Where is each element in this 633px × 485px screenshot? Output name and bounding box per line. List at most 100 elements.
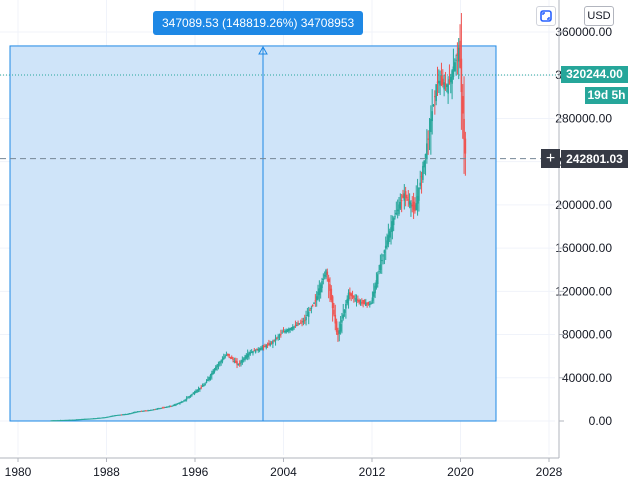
candle-body <box>153 409 156 411</box>
time-tick-label: 2028 <box>536 465 563 479</box>
candle-body <box>136 411 139 413</box>
candle-body <box>205 381 208 383</box>
price-tick-label: 0.00 <box>589 414 613 428</box>
candle-body <box>250 351 253 353</box>
candle-body <box>376 274 379 285</box>
time-tick-label: 1996 <box>182 465 209 479</box>
price-tick-label: 160000.00 <box>555 241 612 255</box>
candle-body <box>82 418 84 420</box>
candle-body <box>444 83 447 85</box>
candle-body <box>240 361 242 364</box>
candle-body <box>311 304 314 306</box>
candle-body <box>189 395 192 397</box>
candle-body <box>141 410 144 412</box>
candle-body <box>438 80 440 84</box>
candle-body <box>130 413 132 415</box>
candle-body <box>293 326 295 328</box>
candle-body <box>362 300 364 304</box>
candle-body <box>254 349 257 353</box>
candle-body <box>123 414 125 416</box>
fit-screen-icon <box>540 10 552 22</box>
candle-body <box>184 399 187 401</box>
candle-body <box>272 341 274 344</box>
candle-body <box>177 403 180 405</box>
candle-body <box>321 281 323 289</box>
candle-body <box>253 350 256 352</box>
candle-body <box>226 353 229 356</box>
candles <box>50 13 467 422</box>
candle-body <box>59 420 62 422</box>
candle-body <box>266 344 269 346</box>
candle-body <box>281 332 283 334</box>
candle-body <box>111 415 114 417</box>
candle-body <box>139 411 141 413</box>
fit-screen-button[interactable] <box>536 6 556 26</box>
measure-range-box[interactable] <box>9 45 497 422</box>
candle-body <box>75 419 78 421</box>
candle-body <box>147 410 149 412</box>
candle-body <box>138 411 140 413</box>
candle-body <box>160 407 163 409</box>
candle-body <box>411 204 414 207</box>
candle-body <box>419 182 422 186</box>
candle-body <box>420 176 423 178</box>
candle-body <box>398 204 400 215</box>
candle-body <box>201 386 204 388</box>
candle-body <box>289 328 291 330</box>
candle-body <box>339 324 342 332</box>
candle-body <box>120 414 123 416</box>
candle-body <box>418 187 420 201</box>
candle-body <box>237 364 240 366</box>
candle-body <box>115 415 118 417</box>
candle-body <box>74 419 76 421</box>
candle-body <box>306 315 309 317</box>
candle-body <box>335 321 338 332</box>
candle-body <box>392 218 395 226</box>
candle-body <box>426 143 428 160</box>
candle-body <box>291 326 294 330</box>
candle-body <box>57 420 59 422</box>
price-tick-label: 200000.00 <box>555 198 612 212</box>
candle-body <box>406 197 408 199</box>
last-price-tag: 320244.00 <box>561 66 628 83</box>
candle-body <box>62 420 64 422</box>
candle-body <box>176 403 179 405</box>
candle-body <box>388 231 391 238</box>
time-axis[interactable]: 1980 1988 1996 2004 2012 2020 2028 <box>0 457 563 479</box>
candle-body <box>145 410 148 412</box>
candle-body <box>403 193 406 201</box>
candle-body <box>407 199 410 201</box>
candle-body <box>333 309 335 315</box>
currency-badge[interactable]: USD <box>584 6 614 26</box>
candle-body <box>277 336 279 338</box>
candle-body <box>164 406 167 408</box>
candle-body <box>424 154 427 158</box>
candle-body <box>318 288 321 296</box>
candle-body <box>58 420 60 422</box>
candle-body <box>301 321 303 323</box>
candle-body <box>187 397 189 399</box>
candle-body <box>159 408 161 410</box>
candle-body <box>200 387 202 389</box>
plus-icon[interactable]: + <box>541 149 560 168</box>
candle-body <box>268 343 270 345</box>
candle-body <box>445 84 448 88</box>
candle-body <box>108 416 111 418</box>
candle-body <box>228 354 230 357</box>
candle-body <box>104 417 107 419</box>
price-axis[interactable]: 360000.00320000.00280000.00240000.002000… <box>555 0 612 458</box>
candle-body <box>298 323 301 325</box>
candle-body <box>288 328 290 332</box>
candle-body <box>327 278 330 283</box>
candle-body <box>152 409 155 411</box>
candle-body <box>70 419 72 421</box>
candle-body <box>157 408 160 410</box>
candle-body <box>384 245 387 249</box>
candle-body <box>326 271 329 275</box>
candle-body <box>167 406 169 408</box>
candle-body <box>297 322 299 325</box>
candle-body <box>64 419 67 421</box>
candle-body <box>88 418 91 420</box>
candle-body <box>394 216 396 218</box>
